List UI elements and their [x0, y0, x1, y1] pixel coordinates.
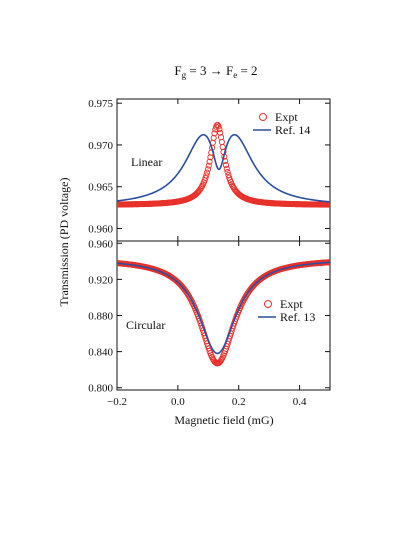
y-tick-label: 0.970 — [88, 140, 113, 152]
expt-point — [203, 172, 210, 179]
y-tick-label: 0.880 — [88, 311, 113, 323]
expt-point — [204, 166, 211, 173]
y-tick-label: 0.960 — [88, 223, 113, 235]
top-plot-frame — [116, 98, 331, 242]
expt-point — [214, 121, 221, 129]
expt-point — [211, 130, 218, 137]
legend-expt-label: Expt — [280, 297, 303, 311]
expt-point — [223, 165, 230, 172]
expt-point — [326, 201, 330, 208]
legend-expt-marker — [264, 300, 272, 308]
x-axis-title: Magnetic field (mG) — [174, 413, 273, 427]
x-tick-label: 0.0 — [171, 396, 185, 408]
y-tick-label: 0.975 — [88, 98, 113, 110]
expt-point — [210, 134, 217, 141]
legend-model-label: Ref. 14 — [275, 123, 310, 137]
expt-point — [219, 144, 226, 151]
x-tick-label: 0.2 — [232, 396, 246, 408]
y-axis-title: Transmission (PD voltage) — [57, 178, 71, 307]
top-expt-series — [117, 121, 330, 208]
legend-expt-label: Expt — [275, 110, 298, 124]
y-tick-label: 0.840 — [88, 347, 113, 359]
y-tick-label: 0.800 — [88, 383, 113, 395]
bottom-panel: 0.800 0.840 0.880 0.920 0.960 −0.2 0.0 0.2 0.4 Ex… — [88, 238, 331, 408]
legend-model-label: Ref. 13 — [280, 310, 315, 324]
expt-point — [218, 139, 225, 146]
legend-expt-marker — [259, 113, 267, 121]
bottom-annotation: Circular — [126, 318, 165, 332]
expt-point — [205, 162, 212, 169]
expt-point — [215, 123, 222, 130]
y-tick-label: 0.965 — [88, 182, 113, 194]
y-tick-label: 0.960 — [88, 238, 113, 250]
x-tick-label: 0.4 — [293, 396, 307, 408]
top-annotation: Linear — [131, 155, 162, 169]
y-tick-label: 0.920 — [88, 274, 113, 286]
top-model-line — [117, 133, 330, 203]
expt-point — [222, 162, 230, 169]
expt-point — [202, 174, 209, 182]
expt-point — [216, 125, 223, 133]
expt-point — [204, 169, 211, 176]
expt-point — [206, 158, 213, 165]
bottom-model-line — [117, 261, 330, 355]
expt-point — [224, 169, 231, 176]
figure-title: Fg = 3 → Fe = 2 — [174, 63, 257, 80]
x-tick-label: −0.2 — [107, 396, 127, 408]
expt-point — [217, 129, 224, 136]
